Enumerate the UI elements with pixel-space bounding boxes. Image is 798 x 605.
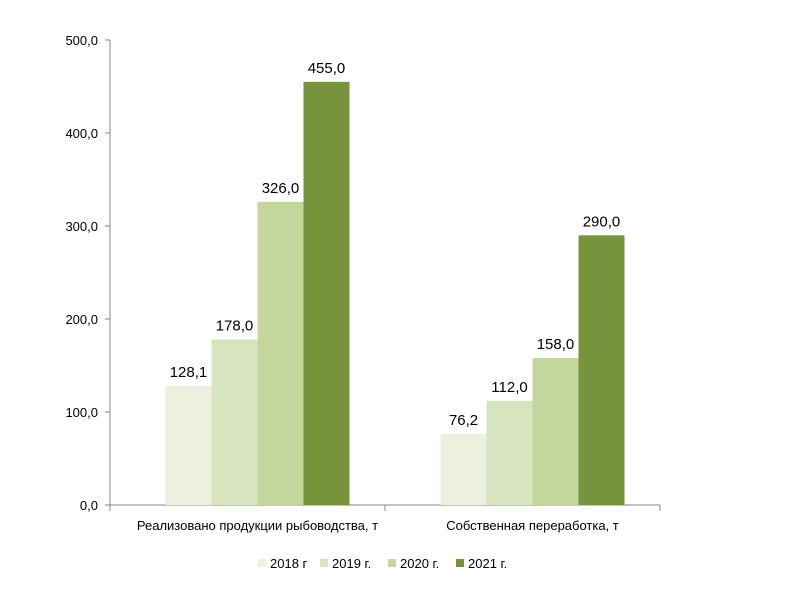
y-tick-label: 400,0 — [65, 126, 98, 141]
bar-1-2 — [440, 434, 487, 505]
data-label: 290,0 — [583, 213, 621, 230]
bar-4-1 — [303, 81, 350, 505]
legend-swatch — [456, 559, 464, 567]
legend: 2018 г 2019 г. 2020 г. 2021 г. — [258, 556, 507, 571]
data-label: 112,0 — [491, 379, 527, 396]
data-label: 76,2 — [449, 412, 478, 429]
category-label: Собственная переработка, т — [446, 518, 619, 533]
y-tick-label: 0,0 — [80, 498, 98, 513]
bar-3-2 — [532, 358, 579, 505]
legend-swatch — [320, 559, 328, 567]
x-ticks — [109, 505, 661, 511]
category-label: Реализовано продукции рыбоводства, т — [137, 518, 378, 533]
category-labels: Реализовано продукции рыбоводства, т Собс… — [137, 518, 619, 533]
bars — [165, 81, 625, 506]
y-tick-label: 100,0 — [65, 405, 98, 420]
bar-2-2 — [486, 400, 533, 505]
y-tick-label: 500,0 — [65, 33, 98, 48]
legend-label: 2018 г — [270, 556, 308, 571]
legend-label: 2020 г. — [400, 556, 439, 571]
legend-label: 2019 г. — [332, 556, 371, 571]
data-label: 455,0 — [308, 60, 346, 77]
legend-label: 2021 г. — [468, 556, 507, 571]
legend-swatch — [258, 559, 266, 567]
y-tick-label: 300,0 — [65, 219, 98, 234]
bar-3-1 — [257, 201, 304, 505]
bar-2-1 — [211, 339, 258, 505]
data-label: 128,1 — [170, 364, 208, 381]
data-label: 158,0 — [537, 336, 575, 353]
y-tick-label: 200,0 — [65, 312, 98, 327]
data-label: 326,0 — [262, 180, 300, 197]
y-ticks: 0,0 100,0 200,0 300,0 400,0 500,0 — [65, 33, 110, 513]
data-labels: 128,1 178,0 326,0 455,0 76,2 112,0 158,0 290,0 — [170, 60, 621, 429]
legend-swatch — [388, 559, 396, 567]
bar-1-1 — [165, 385, 212, 505]
bar-4-2 — [578, 235, 625, 506]
data-label: 178,0 — [216, 317, 254, 334]
